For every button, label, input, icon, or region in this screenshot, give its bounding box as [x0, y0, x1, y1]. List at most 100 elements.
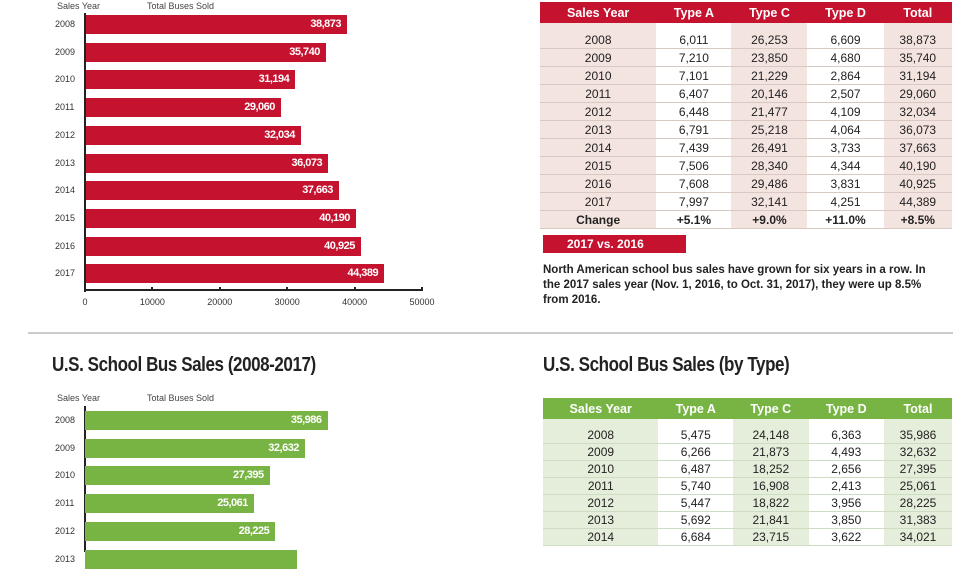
y-tick-label: 2012 [55, 129, 76, 140]
column-header: Type D [808, 398, 884, 419]
table-cell: 5,447 [658, 494, 734, 512]
table-cell: 38,873 [883, 31, 952, 49]
x-tick-label: 20000 [207, 297, 233, 307]
bar: 38,873 [85, 15, 347, 34]
table-row: 2012 5,447 18,822 3,956 28,225 [543, 494, 952, 512]
table-cell: 18,822 [733, 494, 809, 512]
change-period-label: 2017 vs. 2016 [543, 235, 686, 253]
y-tick-label: 2011 [55, 102, 75, 113]
y-tick-label: 2009 [55, 442, 76, 453]
table-cell: 7,210 [656, 48, 732, 67]
table-cell: 44,389 [883, 192, 952, 211]
table-cell: 2011 [543, 477, 659, 495]
column-header: Type D [807, 2, 884, 23]
table-row: 2017 7,997 32,141 4,251 44,389 [540, 192, 952, 211]
bar: 31,194 [85, 70, 296, 90]
table-cell: 29,060 [883, 84, 952, 103]
chart-title: U.S. School Bus Sales (2008-2017) [52, 354, 316, 376]
bar-value-label: 40,925 [324, 239, 355, 252]
bar: 35,986 [85, 411, 328, 430]
y-tick-label: 2012 [55, 525, 76, 536]
x-axis-label: Total Buses Sold [147, 1, 215, 11]
table-cell: 5,740 [658, 477, 734, 495]
table-cell: 4,251 [807, 192, 884, 211]
table-cell: 40,190 [883, 156, 952, 175]
x-tick [421, 287, 423, 291]
table-cell: 6,487 [658, 460, 734, 478]
column-header: Type C [731, 2, 808, 23]
table-cell: 35,986 [883, 427, 952, 444]
table-cell: 6,609 [807, 31, 884, 49]
table-cell: 6,011 [656, 31, 732, 49]
sales-note: North American school bus sales have gro… [543, 264, 926, 306]
table-cell: 2008 [540, 31, 657, 49]
table-row: 2008 5,475 24,148 6,363 35,986 [543, 427, 952, 444]
table-cell: 2012 [540, 102, 657, 121]
table-cell: 31,194 [883, 66, 952, 85]
table-row: 2012 6,448 21,477 4,109 32,034 [540, 102, 952, 121]
table-cell: 4,680 [807, 48, 884, 67]
table-cell: 27,395 [883, 460, 952, 478]
x-tick [84, 287, 86, 291]
table-row: 2016 7,608 29,486 3,831 40,925 [540, 174, 952, 193]
table-cell: 25,061 [883, 477, 952, 495]
table-cell: 7,997 [656, 192, 732, 211]
table-cell: 21,477 [731, 102, 808, 121]
table-cell: 7,608 [656, 174, 732, 193]
table-cell: 7,101 [656, 66, 732, 85]
table-cell: 6,684 [658, 528, 734, 546]
bar-value-label: 29,060 [244, 101, 275, 114]
table-cell: 29,486 [731, 174, 808, 193]
bar-value-label: 37,663 [302, 184, 333, 197]
column-header: Total [883, 2, 952, 23]
table-cell: 37,663 [883, 138, 952, 157]
column-header: Sales Year [543, 398, 659, 419]
section-divider [28, 332, 953, 334]
table-cell: 21,873 [733, 443, 809, 461]
bar: 37,663 [85, 181, 339, 201]
bar-value-label: 35,740 [289, 45, 320, 58]
table-cell: 6,407 [656, 84, 732, 103]
table-cell: 40,925 [883, 174, 952, 193]
table-cell: 6,448 [656, 102, 732, 121]
table-cell: 32,034 [883, 102, 952, 121]
north-america-sales-table: Sales Year Type A Type C Type D Total 2008 6,0… [540, 2, 952, 229]
bar: 40,190 [85, 208, 356, 228]
y-tick-label: 2015 [55, 212, 76, 223]
column-header: Total [883, 398, 952, 419]
table-cell: 2016 [540, 174, 657, 193]
table-cell: 25,218 [731, 120, 808, 139]
table-cell: 3,622 [808, 528, 884, 546]
bar-value-label: 44,389 [347, 267, 379, 280]
bar: 36,073 [85, 153, 329, 173]
x-tick-label: 0 [82, 297, 88, 307]
table-cell: 21,229 [731, 66, 808, 85]
table-cell: 2,413 [808, 477, 884, 495]
table-cell: 2013 [543, 511, 659, 529]
table-cell: 2010 [543, 460, 659, 478]
bar-value-label: 31,194 [258, 73, 290, 86]
x-tick-label: 40000 [342, 297, 368, 307]
y-tick-label: 2008 [55, 415, 76, 425]
table-cell: 7,439 [656, 138, 732, 157]
table-row: 2014 6,684 23,715 3,622 34,021 [543, 528, 952, 546]
table-cell: 4,109 [807, 102, 884, 121]
column-header: Type C [733, 398, 809, 419]
bar-value-label: 27,395 [232, 469, 264, 482]
table-cell: 2008 [543, 427, 659, 444]
bar [85, 549, 297, 569]
table-row: 2013 5,692 21,841 3,850 31,383 [543, 511, 952, 529]
table-cell: 32,632 [883, 443, 952, 461]
table-cell: +9.0% [731, 210, 808, 229]
table-cell: 4,344 [807, 156, 884, 175]
table-cell: 26,253 [731, 31, 808, 49]
table-cell: 23,715 [733, 528, 809, 546]
table-cell: 2,864 [807, 66, 884, 85]
table-cell: +8.5% [883, 210, 952, 229]
bar-value-label: 28,225 [238, 524, 270, 537]
bar: 40,925 [85, 236, 361, 256]
us-sales-table: Sales Year Type A Type C Type D Total 2008 5,4… [543, 398, 952, 546]
table-cell: 23,850 [731, 48, 808, 67]
y-tick-label: 2011 [55, 498, 75, 509]
table-cell: 34,021 [883, 528, 952, 546]
